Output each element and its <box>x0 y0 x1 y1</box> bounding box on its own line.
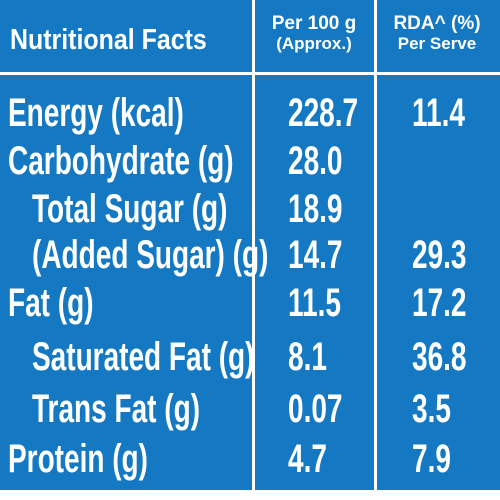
per-100g-header-line1: Per 100 g <box>271 13 357 34</box>
per-100g-value: 11.5 <box>288 281 341 325</box>
rda-value: 29.3 <box>412 233 467 277</box>
table-row: Saturated Fat (g) 8.1 36.8 <box>0 334 500 380</box>
per-100g-value: 8.1 <box>288 335 327 379</box>
rda-value: 3.5 <box>412 387 451 431</box>
rda-value: 36.8 <box>412 335 467 379</box>
column-divider-1 <box>252 0 255 490</box>
per-100g-column-header: Per 100 g (Approx.) <box>262 14 366 54</box>
per-100g-header-line2: (Approx.) <box>276 34 352 53</box>
table-title: Nutritional Facts <box>10 24 207 56</box>
table-row: Carbohydrate (g) 28.0 <box>0 138 500 184</box>
per-100g-value: 28.0 <box>288 139 343 183</box>
rda-column-header: RDA^ (%) Per Serve <box>378 14 496 54</box>
rda-value: 17.2 <box>412 281 467 325</box>
rda-header-line1: RDA^ (%) <box>393 13 481 34</box>
table-row: Total Sugar (g) 18.9 <box>0 186 500 232</box>
rda-header-line2: Per Serve <box>397 34 477 53</box>
table-row: Protein (g) 4.7 7.9 <box>0 436 500 482</box>
nutrient-name: Energy (kcal) <box>8 91 184 135</box>
per-100g-value: 0.07 <box>288 387 343 431</box>
nutrient-name: Fat (g) <box>8 281 94 325</box>
rda-value: 11.4 <box>412 91 465 135</box>
per-100g-value: 18.9 <box>288 187 343 231</box>
table-row: Fat (g) 11.5 17.2 <box>0 280 500 326</box>
table-row: Energy (kcal) 228.7 11.4 <box>0 90 500 136</box>
nutrient-name: (Added Sugar) (g) <box>32 233 269 277</box>
per-100g-value: 228.7 <box>288 91 359 135</box>
table-row: Trans Fat (g) 0.07 3.5 <box>0 386 500 432</box>
nutrient-name: Saturated Fat (g) <box>32 335 255 379</box>
table-row: (Added Sugar) (g) 14.7 29.3 <box>0 232 500 278</box>
rda-value: 7.9 <box>412 437 451 481</box>
nutrient-name: Protein (g) <box>8 437 148 481</box>
per-100g-value: 14.7 <box>288 233 343 277</box>
column-divider-2 <box>374 0 377 490</box>
nutrient-name: Total Sugar (g) <box>32 187 228 231</box>
nutrient-name: Carbohydrate (g) <box>8 139 234 183</box>
per-100g-value: 4.7 <box>288 437 327 481</box>
nutrient-name: Trans Fat (g) <box>32 387 201 431</box>
header-divider <box>0 72 500 75</box>
